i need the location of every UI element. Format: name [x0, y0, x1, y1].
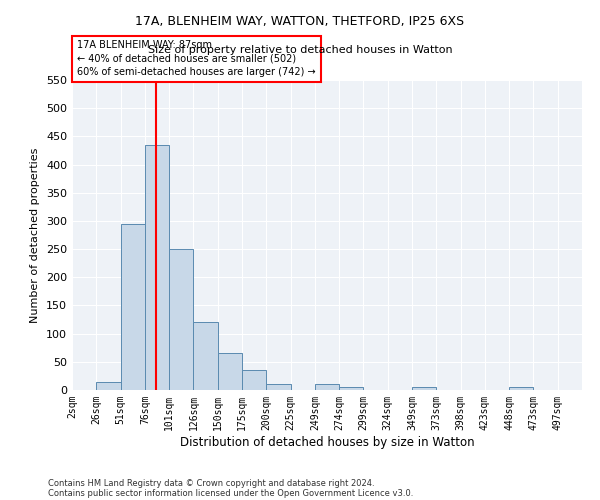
Text: 17A BLENHEIM WAY: 87sqm
← 40% of detached houses are smaller (502)
60% of semi-d: 17A BLENHEIM WAY: 87sqm ← 40% of detache… — [77, 40, 316, 77]
Text: Contains HM Land Registry data © Crown copyright and database right 2024.: Contains HM Land Registry data © Crown c… — [48, 478, 374, 488]
Bar — [315, 384, 339, 390]
Text: Size of property relative to detached houses in Watton: Size of property relative to detached ho… — [148, 45, 452, 55]
Bar — [242, 370, 266, 390]
Bar — [193, 322, 218, 390]
Bar — [145, 145, 169, 390]
Bar — [218, 354, 242, 390]
Bar — [412, 387, 436, 390]
Bar — [96, 382, 121, 390]
Bar — [266, 384, 290, 390]
Bar — [121, 224, 145, 390]
Bar — [509, 387, 533, 390]
Text: Contains public sector information licensed under the Open Government Licence v3: Contains public sector information licen… — [48, 488, 413, 498]
X-axis label: Distribution of detached houses by size in Watton: Distribution of detached houses by size … — [179, 436, 475, 448]
Y-axis label: Number of detached properties: Number of detached properties — [31, 148, 40, 322]
Bar — [169, 249, 193, 390]
Bar — [339, 387, 364, 390]
Text: 17A, BLENHEIM WAY, WATTON, THETFORD, IP25 6XS: 17A, BLENHEIM WAY, WATTON, THETFORD, IP2… — [136, 15, 464, 28]
